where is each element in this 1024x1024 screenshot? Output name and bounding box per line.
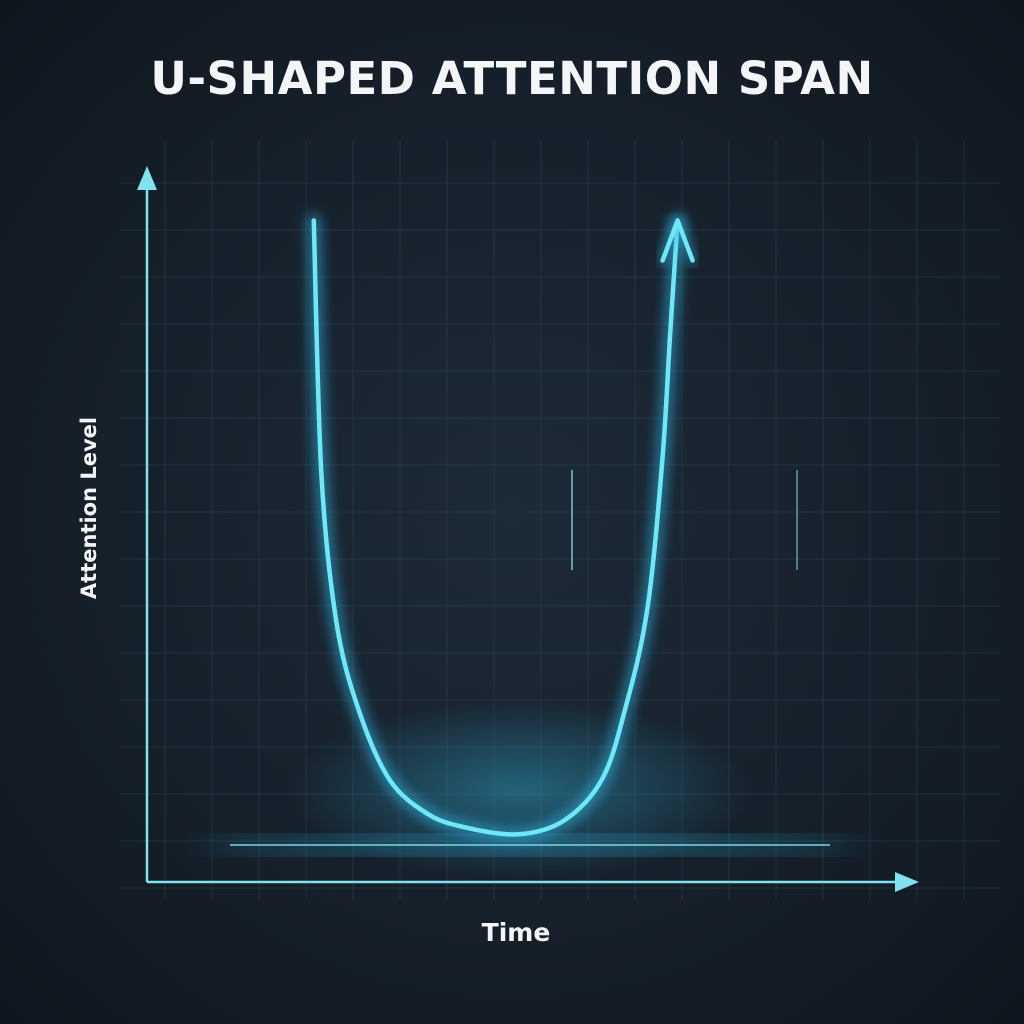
glow-effects xyxy=(200,440,860,880)
series-end-arrow-icon xyxy=(660,218,695,263)
series-layer xyxy=(306,213,698,842)
series-line xyxy=(311,218,680,837)
curve-base-glow xyxy=(290,700,750,880)
y-axis-label: Attention Level xyxy=(77,416,101,600)
y-axis-arrow-icon xyxy=(137,166,157,190)
axes xyxy=(137,166,919,892)
chart-title: U-SHAPED ATTENTION SPAN xyxy=(150,52,874,105)
x-axis-arrow-icon xyxy=(895,872,919,892)
x-axis-label: Time xyxy=(481,918,551,947)
